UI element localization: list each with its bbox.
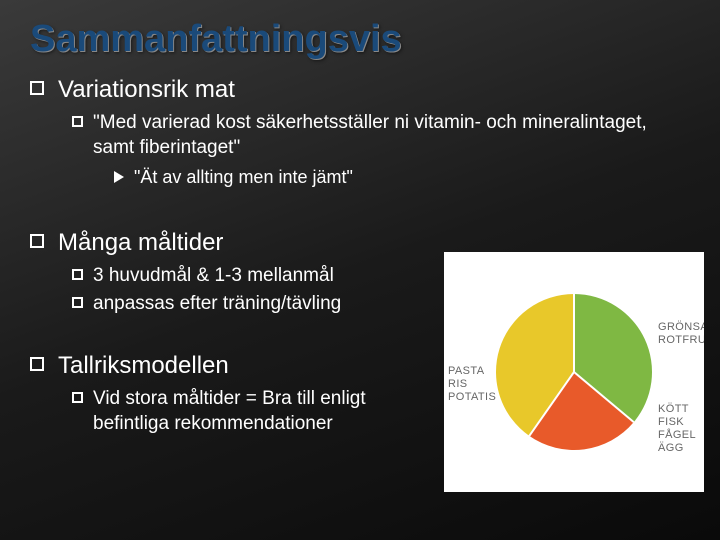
plate-model-chart: GRÖNSAKERROTFRUKTER KÖTTFISKFÅGELÄGG PASTA… <box>444 252 704 492</box>
checkbox-bullet-icon <box>30 357 44 371</box>
bullet-level2: "Med varierad kost säkerhetsställer ni v… <box>72 111 690 160</box>
pie-label: FÅGEL <box>658 428 696 441</box>
pie-label: ROTFRUKTER <box>658 334 704 346</box>
checkbox-bullet-icon <box>30 81 44 95</box>
sub-text: 3 huvudmål & 1-3 mellanmål <box>93 264 334 289</box>
bullet-level3: "Ät av allting men inte jämt" <box>114 166 690 189</box>
sub-text: "Med varierad kost säkerhetsställer ni v… <box>93 111 663 160</box>
sub-text: anpassas efter träning/tävling <box>93 292 341 317</box>
pie-label: KÖTT <box>658 403 689 415</box>
slide-title: Sammanfattningsvis <box>30 18 690 61</box>
section-heading: Tallriksmodellen <box>58 351 229 381</box>
pie-label: PASTA <box>448 365 485 377</box>
section-heading: Många måltider <box>58 228 223 258</box>
sub-text: Vid stora måltider = Bra till enligt bef… <box>93 387 433 436</box>
pie-chart-svg: GRÖNSAKERROTFRUKTER KÖTTFISKFÅGELÄGG PASTA… <box>444 252 704 492</box>
pie-label: GRÖNSAKER <box>658 321 704 333</box>
checkbox-bullet-icon <box>72 392 83 403</box>
pie-label: FISK <box>658 416 684 428</box>
checkbox-bullet-icon <box>72 116 83 127</box>
pie-label: ÄGG <box>658 442 684 454</box>
triangle-bullet-icon <box>114 171 124 183</box>
checkbox-bullet-icon <box>30 234 44 248</box>
bullet-level1: Variationsrik mat <box>30 75 690 105</box>
checkbox-bullet-icon <box>72 297 83 308</box>
pie-label: RIS <box>448 378 468 390</box>
section-heading: Variationsrik mat <box>58 75 235 105</box>
checkbox-bullet-icon <box>72 269 83 280</box>
pie-label: POTATIS <box>448 391 496 403</box>
subsub-text: "Ät av allting men inte jämt" <box>134 166 353 189</box>
